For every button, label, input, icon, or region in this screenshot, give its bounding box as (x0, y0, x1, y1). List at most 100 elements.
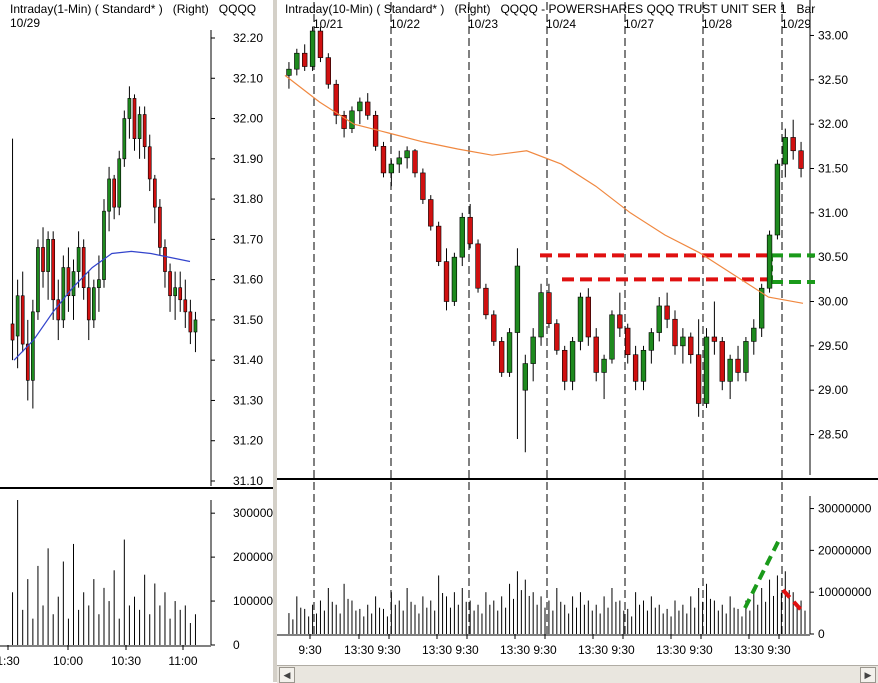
down-candle (475, 243, 481, 289)
up-candle (514, 265, 521, 333)
price-tick-label: 33.00 (818, 28, 848, 42)
volume-tick-label: 3000000 (233, 506, 273, 520)
time-tick-label: 13:30 (656, 643, 686, 657)
up-candle (569, 341, 576, 382)
volume-tick-label: 0 (233, 638, 240, 652)
time-tick-label: 13:30 (734, 643, 764, 657)
price-tick-label: 32.00 (818, 117, 848, 131)
price-tick-label: 31.80 (233, 192, 263, 206)
up-candle (451, 256, 458, 302)
price-tick-label: 31.50 (233, 313, 263, 327)
up-candle (396, 157, 402, 165)
up-candle (76, 247, 81, 272)
left-price-chart[interactable]: 32.20 32.10 32.00 31.90 31.80 31.70 31.60 31.50… (0, 0, 273, 682)
left-style: ( Standard* ) (94, 2, 163, 16)
time-tick-label: 9:30 (298, 643, 322, 657)
down-candle (302, 52, 308, 67)
down-candle (372, 114, 379, 147)
down-candle (554, 323, 560, 351)
down-candle (325, 57, 331, 85)
right-chart-pane[interactable]: Intraday(10-Min) ( Standard* ) (Right) Q… (277, 0, 878, 682)
up-candle (309, 30, 316, 67)
up-candle (530, 336, 536, 364)
time-tick-label: 13:30 (578, 643, 608, 657)
time-tick-label: 9:30 (377, 643, 401, 657)
down-candle (593, 336, 599, 373)
volume-tick-label: 0 (818, 627, 825, 641)
down-candle (147, 146, 152, 180)
down-candle (66, 267, 71, 297)
up-candle (538, 292, 544, 338)
time-tick-label: 13:30 (500, 643, 530, 657)
up-candle (46, 239, 50, 272)
up-candle (137, 114, 142, 139)
down-candle (183, 299, 188, 313)
up-candle (506, 332, 513, 373)
left-symbol: QQQQ (218, 2, 257, 16)
down-candle (711, 336, 718, 342)
date-label: 10/21 (313, 17, 343, 31)
up-candle (102, 210, 106, 280)
scroll-right-button[interactable]: ▶ (860, 667, 876, 683)
price-tick-label: 31.50 (818, 161, 848, 175)
down-candle (163, 247, 167, 272)
up-candle (609, 314, 615, 360)
date-label: 10/29 (781, 17, 811, 31)
up-candle (357, 101, 363, 112)
price-tick-label: 28.50 (818, 428, 848, 442)
right-title: QQQQ - POWERSHARES QQQ TRUST UNIT SER 1 (500, 2, 787, 16)
down-candle (688, 336, 694, 356)
up-candle (656, 305, 662, 333)
down-candle (365, 101, 371, 116)
down-candle (499, 341, 505, 373)
price-tick-label: 32.20 (233, 31, 263, 45)
down-candle (420, 172, 426, 200)
up-candle (459, 216, 465, 258)
date-label: 10/23 (468, 17, 498, 31)
right-style: ( Standard* ) (376, 2, 445, 16)
volume-tick-label: 20000000 (818, 543, 872, 557)
time-tick-label: 13:30 (422, 643, 452, 657)
right-price-chart[interactable]: 10/21 10/22 10/23 10/24 10/27 10/28 10/29 33.00… (277, 0, 878, 682)
up-candle (766, 234, 773, 289)
left-interval: Intraday(1-Min) (10, 2, 92, 16)
right-scrollbar[interactable]: ◀ ▶ (277, 665, 878, 683)
up-candle (61, 267, 66, 321)
time-tick-label: 9:30 (455, 643, 479, 657)
up-candle (640, 349, 647, 382)
price-tick-label: 31.20 (233, 434, 263, 448)
scroll-left-button[interactable]: ◀ (279, 667, 295, 683)
time-tick-label: 13:30 (344, 643, 374, 657)
down-candle (443, 261, 450, 302)
left-date: 10/29 (10, 16, 41, 30)
price-tick-label: 30.00 (818, 295, 848, 309)
up-candle (122, 118, 127, 160)
left-chart-pane[interactable]: Intraday(1-Min) ( Standard* ) (Right) QQ… (0, 0, 273, 682)
price-tick-label: 31.30 (233, 393, 263, 407)
time-tick-label: 9:30 (533, 643, 557, 657)
up-candle (577, 296, 584, 342)
down-candle (695, 354, 702, 404)
down-candle (428, 199, 434, 227)
price-tick-label: 31.00 (818, 206, 848, 220)
up-candle (15, 295, 20, 337)
down-candle (10, 323, 15, 341)
volume-tick-label: 2000000 (233, 550, 273, 564)
time-tick-label: 9:30 (611, 643, 635, 657)
down-candle (168, 271, 172, 297)
down-candle (132, 98, 137, 139)
up-candle (71, 271, 76, 297)
down-candle (483, 287, 489, 316)
price-tick-label: 31.60 (233, 273, 263, 287)
up-candle (782, 137, 788, 165)
pane-divider[interactable] (273, 0, 277, 682)
down-candle (20, 295, 25, 345)
down-candle (86, 287, 91, 321)
date-label: 10/24 (546, 17, 576, 31)
price-tick-label: 32.00 (233, 112, 263, 126)
up-candle (107, 178, 111, 212)
down-candle (491, 314, 497, 342)
time-tick-label: 9:30 (767, 643, 791, 657)
down-candle (435, 225, 442, 262)
down-candle (735, 358, 741, 373)
